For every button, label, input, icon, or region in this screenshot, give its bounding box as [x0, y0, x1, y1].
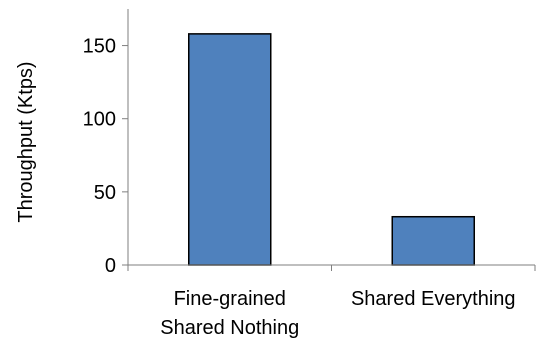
y-tick-label: 150: [83, 36, 116, 58]
category-labels: Fine-grained Shared Nothing Shared Everyth…: [160, 288, 515, 339]
x-category-label: Fine-grained: [174, 288, 286, 310]
bars: [188, 33, 475, 266]
bar-1: [188, 33, 272, 266]
y-axis-title-group: Throughput (Ktps): [15, 61, 37, 222]
bar-2: [391, 215, 475, 266]
y-tick-label: 100: [83, 109, 116, 131]
x-category-label: Shared Nothing: [160, 317, 299, 339]
y-tick-label: 0: [105, 255, 116, 277]
y-tick-label: 50: [94, 182, 116, 204]
x-category-label: Shared Everything: [351, 288, 516, 310]
y-axis-title: Throughput (Ktps): [15, 61, 37, 222]
axes: [127, 9, 536, 271]
y-ticks: 0 50 100 150: [83, 36, 128, 277]
